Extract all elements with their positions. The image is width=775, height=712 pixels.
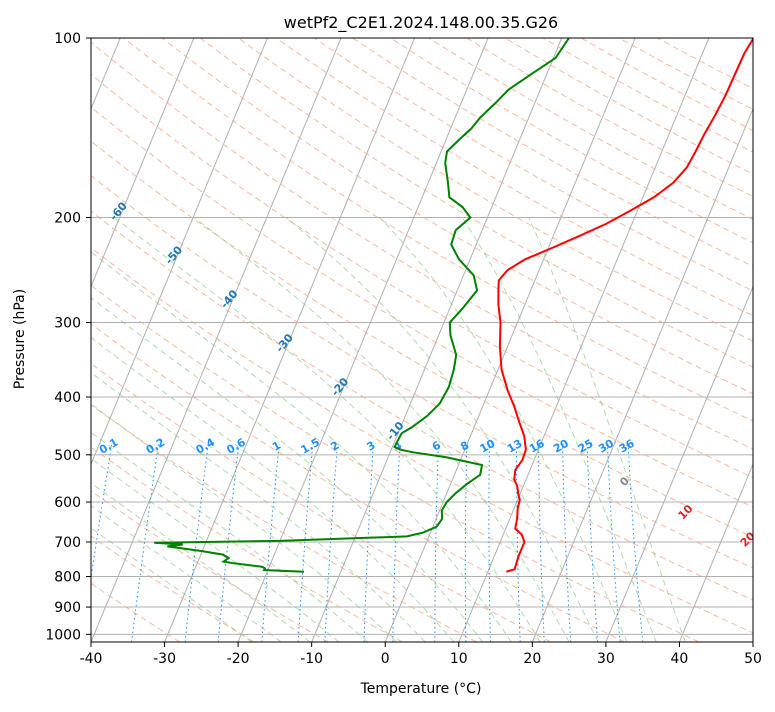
plot-frame bbox=[91, 38, 753, 642]
dewpoint-profile-line bbox=[154, 38, 569, 572]
mixing-ratio-label: 16 bbox=[527, 437, 547, 456]
mixing-ratio-label: 8 bbox=[458, 439, 471, 454]
isotherm-line bbox=[532, 38, 775, 642]
mixing-ratio-line bbox=[82, 444, 112, 642]
isotherm-line bbox=[17, 38, 267, 642]
x-tick-label: 50 bbox=[744, 651, 762, 667]
mixing-ratio-line bbox=[517, 444, 521, 642]
x-tick-label: -20 bbox=[227, 651, 250, 667]
temperature-profile-line bbox=[498, 38, 753, 572]
moist-adiabat-label: 20 bbox=[738, 529, 758, 549]
dry-adiabat-label: -70 bbox=[52, 155, 75, 179]
dry-adiabat-line bbox=[10, 38, 775, 642]
dry-adiabat-line bbox=[0, 38, 775, 642]
mixing-ratio-label: 1.5 bbox=[299, 436, 322, 457]
mixing-ratio-label: 0.2 bbox=[144, 436, 167, 457]
y-axis-label: Pressure (hPa) bbox=[12, 289, 28, 389]
moist-adiabat-line bbox=[286, 218, 598, 643]
dry-adiabat-label: -40 bbox=[218, 287, 241, 311]
x-tick-label: 40 bbox=[671, 651, 689, 667]
moist-adiabat-label: 0 bbox=[617, 474, 632, 489]
mixing-ratio-line bbox=[262, 444, 279, 642]
dry-adiabat-line bbox=[0, 38, 775, 642]
mixing-ratio-label: 6 bbox=[430, 438, 443, 453]
moist-adiabat-line bbox=[529, 218, 686, 643]
isotherm-line bbox=[679, 38, 775, 642]
y-tick-label: 600 bbox=[54, 495, 81, 511]
x-tick-label: -10 bbox=[300, 651, 323, 667]
moist-adiabat-line bbox=[380, 218, 627, 643]
y-tick-label: 800 bbox=[54, 570, 81, 586]
x-tick-label: 0 bbox=[381, 651, 390, 667]
dry-adiabat-line bbox=[314, 38, 775, 642]
x-tick-label: 30 bbox=[597, 651, 615, 667]
mixing-ratio-line bbox=[364, 444, 373, 642]
dry-adiabat-line bbox=[353, 38, 775, 642]
mixing-ratio-label: 25 bbox=[576, 437, 596, 456]
dry-adiabat-label: -10 bbox=[384, 419, 407, 443]
mixing-ratio-label: 0.4 bbox=[194, 436, 218, 457]
mixing-ratio-line bbox=[465, 444, 467, 642]
dry-adiabat-label: -20 bbox=[329, 375, 352, 399]
y-tick-label: 1000 bbox=[45, 627, 81, 643]
dry-adiabat-line bbox=[543, 38, 775, 642]
dry-adiabat-line bbox=[505, 38, 775, 642]
mixing-ratio-line bbox=[325, 444, 338, 642]
isotherm-line bbox=[385, 38, 635, 642]
dry-adiabat-line bbox=[429, 38, 775, 642]
moist-adiabat-line bbox=[0, 218, 339, 643]
y-tick-label: 100 bbox=[54, 31, 81, 47]
dry-adiabat-line bbox=[0, 38, 775, 642]
dry-adiabat-line bbox=[0, 38, 476, 642]
mixing-ratio-line bbox=[489, 444, 491, 642]
mixing-ratio-line bbox=[563, 444, 571, 642]
y-tick-label: 700 bbox=[54, 535, 81, 551]
mixing-ratio-label: 3 bbox=[365, 439, 378, 454]
x-tick-label: 20 bbox=[523, 651, 541, 667]
x-tick-label: 10 bbox=[450, 651, 468, 667]
dry-adiabat-label: -30 bbox=[273, 331, 296, 355]
isotherm-line bbox=[0, 38, 194, 642]
y-tick-label: 900 bbox=[54, 600, 81, 616]
dry-adiabat-line bbox=[124, 38, 775, 642]
mixing-ratio-line bbox=[587, 444, 598, 642]
mixing-ratio-label: 36 bbox=[617, 437, 637, 456]
mixing-ratio-label: 30 bbox=[596, 437, 616, 456]
mixing-ratio-label: 13 bbox=[505, 437, 525, 456]
mixing-ratio-line bbox=[218, 444, 239, 642]
mixing-ratio-line bbox=[539, 444, 545, 642]
isotherm-line bbox=[459, 38, 709, 642]
moist-adiabat-line bbox=[0, 218, 281, 643]
dry-adiabat-line bbox=[238, 38, 775, 642]
dry-adiabat-line bbox=[162, 38, 775, 642]
mixing-ratio-label: 20 bbox=[551, 437, 571, 456]
chart-title: wetPf2_C2E1.2024.148.00.35.G26 bbox=[284, 13, 558, 33]
dry-adiabat-line bbox=[276, 38, 775, 642]
y-tick-label: 300 bbox=[54, 316, 81, 332]
x-axis-label: Temperature (°C) bbox=[360, 681, 482, 697]
isotherm-line bbox=[753, 38, 775, 642]
isotherm-line bbox=[238, 38, 488, 642]
moist-adiabat-line bbox=[194, 218, 569, 643]
y-tick-label: 200 bbox=[54, 211, 81, 227]
moist-adiabat-line bbox=[0, 218, 310, 643]
y-tick-label: 500 bbox=[54, 448, 81, 464]
moist-adiabat-label: 10 bbox=[676, 502, 696, 522]
isotherm-line bbox=[312, 38, 562, 642]
y-tick-label: 400 bbox=[54, 390, 81, 406]
dry-adiabat-line bbox=[581, 38, 775, 642]
dry-adiabat-label: -80 bbox=[0, 112, 19, 136]
mixing-ratio-label: 2 bbox=[328, 439, 341, 454]
dry-adiabat-line bbox=[467, 38, 775, 642]
isotherm-line bbox=[91, 38, 341, 642]
dry-adiabat-label: -50 bbox=[163, 243, 186, 267]
x-tick-label: -40 bbox=[80, 651, 103, 667]
x-tick-label: -30 bbox=[153, 651, 176, 667]
